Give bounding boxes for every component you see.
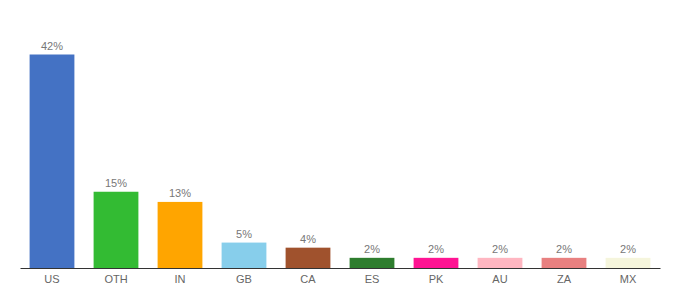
x-tick-label: CA xyxy=(300,273,316,285)
bar xyxy=(158,202,203,268)
data-label: 4% xyxy=(300,233,316,245)
x-tick-label: MX xyxy=(620,273,637,285)
data-label: 2% xyxy=(556,243,572,255)
chart: 42% 15% 13% 5% 4% 2% 2% 2% 2% 2% US OTH IN GB CA ES PK AU… xyxy=(0,0,680,300)
x-tick: ZA xyxy=(557,268,572,285)
x-axis-line xyxy=(21,268,661,269)
x-tick: CA xyxy=(300,268,316,285)
bars xyxy=(30,55,651,269)
x-tick-label: PK xyxy=(429,273,444,285)
bar xyxy=(30,55,75,269)
bar xyxy=(414,258,459,268)
x-tick: GB xyxy=(236,268,252,285)
x-tick-label: AU xyxy=(492,273,507,285)
x-tick: ES xyxy=(365,268,380,285)
data-label: 13% xyxy=(169,187,191,199)
bar xyxy=(478,258,523,268)
bar xyxy=(286,248,331,268)
x-tick: MX xyxy=(620,268,637,285)
x-tick-label: ZA xyxy=(557,273,572,285)
x-tick-label: GB xyxy=(236,273,252,285)
x-tick-label: OTH xyxy=(104,273,127,285)
bar xyxy=(606,258,651,268)
bar xyxy=(350,258,395,268)
x-tick: PK xyxy=(429,268,444,285)
data-label: 2% xyxy=(428,243,444,255)
data-label: 2% xyxy=(620,243,636,255)
data-label: 2% xyxy=(364,243,380,255)
x-tick: AU xyxy=(492,268,507,285)
data-labels: 42% 15% 13% 5% 4% 2% 2% 2% 2% 2% xyxy=(41,40,636,255)
x-tick: IN xyxy=(175,268,186,285)
x-tick: OTH xyxy=(104,268,127,285)
x-tick-label: US xyxy=(44,273,59,285)
data-label: 15% xyxy=(105,177,127,189)
data-label: 5% xyxy=(236,228,252,240)
x-tick-label: IN xyxy=(175,273,186,285)
data-label: 42% xyxy=(41,40,63,52)
data-label: 2% xyxy=(492,243,508,255)
x-tick: US xyxy=(44,268,59,285)
bar xyxy=(222,243,267,268)
x-tick-label: ES xyxy=(365,273,380,285)
x-axis: US OTH IN GB CA ES PK AU ZA MX xyxy=(21,268,661,285)
bar xyxy=(542,258,587,268)
bar xyxy=(94,192,139,268)
plot: 42% 15% 13% 5% 4% 2% 2% 2% 2% 2% US OTH IN GB CA ES PK AU… xyxy=(21,40,661,285)
